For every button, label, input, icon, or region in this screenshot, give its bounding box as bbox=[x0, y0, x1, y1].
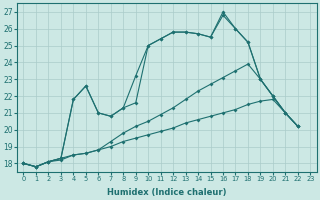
X-axis label: Humidex (Indice chaleur): Humidex (Indice chaleur) bbox=[107, 188, 227, 197]
